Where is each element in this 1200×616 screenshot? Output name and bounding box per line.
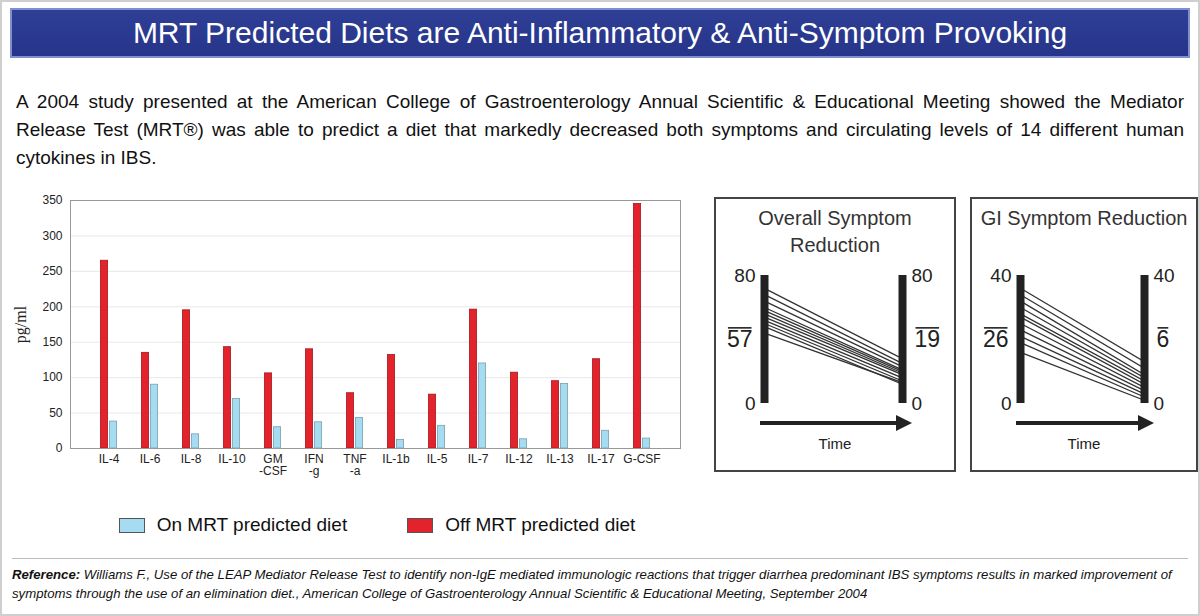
html-text:Reference: Williams F., Use of: Reference: Williams F., Use of the LEAP … — [12, 567, 1172, 601]
svg-text:TNF-a: TNF-a — [343, 452, 366, 478]
svg-text:IL-17: IL-17 — [587, 452, 615, 466]
svg-text:0: 0 — [745, 393, 756, 413]
svg-text:IL-4: IL-4 — [99, 452, 120, 466]
html-text:Time: Time — [1067, 435, 1101, 452]
svg-text:IFN-g: IFN-g — [304, 452, 323, 478]
svg-text:IL-5: IL-5 — [427, 452, 448, 466]
svg-text:IL-1b: IL-1b — [382, 452, 410, 466]
svg-text:350: 350 — [42, 193, 62, 207]
svg-text:80: 80 — [912, 265, 933, 286]
svg-text:IL-12: IL-12 — [505, 452, 533, 466]
svg-text:0: 0 — [56, 441, 63, 455]
svg-text:0: 0 — [1154, 393, 1165, 413]
svg-text:6: 6 — [1157, 326, 1170, 352]
svg-text:300: 300 — [42, 229, 62, 243]
svg-text:pg/ml: pg/ml — [12, 305, 30, 343]
svg-text:57: 57 — [727, 326, 753, 352]
html-text:A 2004 study presented at the: A 2004 study presented at the American C… — [16, 91, 1184, 168]
svg-text:80: 80 — [734, 265, 755, 286]
svg-text:100: 100 — [42, 370, 62, 384]
html-text:GI Symptom Reduction: GI Symptom Reduction — [980, 207, 1188, 229]
svg-text:200: 200 — [42, 300, 62, 314]
svg-text:40: 40 — [1154, 265, 1175, 286]
svg-text:0: 0 — [912, 393, 923, 413]
svg-text:40: 40 — [990, 265, 1011, 286]
svg-text:26: 26 — [983, 326, 1009, 352]
html-text:On MRT predicted diet: On MRT predicted diet — [156, 514, 348, 535]
svg-text:IL-8: IL-8 — [181, 452, 202, 466]
html-text:Overall Symptom Reduction: Overall Symptom Reduction — [758, 207, 912, 256]
svg-text:250: 250 — [42, 264, 62, 278]
html-text:MRT Predicted Diets are Anti-I: MRT Predicted Diets are Anti-Inflammator… — [132, 16, 1068, 49]
html-text:Off MRT predicted diet: Off MRT predicted diet — [445, 514, 636, 535]
svg-text:IL-6: IL-6 — [140, 452, 161, 466]
svg-text:150: 150 — [42, 335, 62, 349]
svg-text:G-CSF: G-CSF — [623, 452, 660, 466]
svg-text:50: 50 — [49, 406, 63, 420]
svg-text:IL-13: IL-13 — [546, 452, 574, 466]
svg-text:0: 0 — [1001, 393, 1012, 413]
svg-text:IL-10: IL-10 — [218, 452, 246, 466]
html-text:Time: Time — [818, 435, 852, 452]
svg-text:IL-7: IL-7 — [468, 452, 489, 466]
svg-text:GM-CSF: GM-CSF — [259, 452, 287, 478]
svg-text:19: 19 — [915, 326, 941, 352]
